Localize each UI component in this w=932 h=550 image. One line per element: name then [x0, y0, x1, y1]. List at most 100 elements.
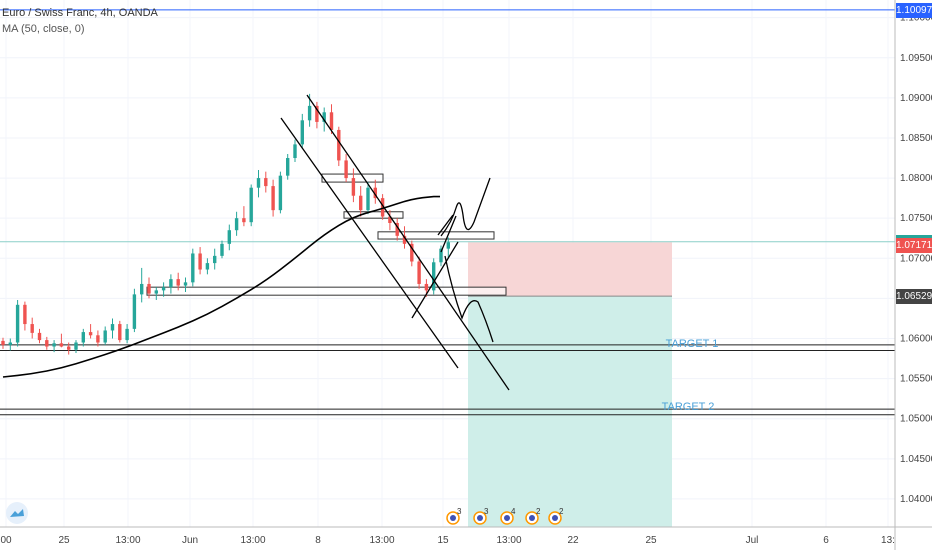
y-tick-label: 1.07000 — [900, 253, 932, 264]
event-flag-icon — [450, 515, 456, 521]
candle-body — [366, 187, 370, 211]
ma-line — [2, 195, 440, 378]
candle-body — [439, 248, 443, 263]
y-tick-label: 1.04500 — [900, 454, 932, 465]
trade-zones — [0, 241, 895, 527]
chart-legend: Euro / Swiss Franc, 4h, OANDA MA (50, cl… — [2, 5, 158, 37]
event-count: 2 — [536, 507, 541, 516]
event-flag-icon — [529, 515, 535, 521]
event-flag-icon — [552, 515, 558, 521]
x-tick-label: 13:00 — [115, 535, 140, 546]
candle-body — [256, 178, 261, 188]
price-tag: 1.10097 — [896, 2, 932, 18]
event-marker[interactable]: 3 — [473, 507, 489, 525]
candle-body — [293, 144, 297, 159]
candle-body — [140, 283, 144, 295]
trend-line — [411, 241, 459, 319]
candle-body — [329, 112, 334, 130]
candle-body — [37, 332, 42, 341]
event-marker[interactable]: 2 — [525, 507, 541, 525]
tradingview-logo-icon[interactable] — [6, 502, 28, 524]
candle-body — [286, 158, 290, 176]
candle-body — [88, 332, 93, 336]
candle-body — [132, 294, 137, 329]
candle-body — [81, 332, 85, 343]
x-tick-label: 6 — [823, 535, 829, 546]
event-flag-icon — [504, 515, 510, 521]
x-tick-label: 25 — [645, 535, 657, 546]
candle-body — [198, 253, 202, 270]
candle-body — [402, 235, 407, 244]
candle-body — [169, 279, 173, 288]
candle-body — [176, 279, 180, 286]
candle-body — [205, 263, 210, 270]
event-count: 3 — [484, 507, 489, 516]
candle-body — [1, 340, 5, 345]
candle-body — [67, 346, 71, 350]
candle-body — [395, 222, 399, 236]
event-marker[interactable]: 2 — [548, 507, 564, 525]
candle-body — [147, 283, 151, 294]
candle-body — [52, 343, 56, 347]
x-tick-label: 22 — [567, 535, 579, 546]
x-axis: 00 25 13:00 Jun 13:00 8 13:00 15 13:00 22 25 Jul 6 13… — [0, 526, 932, 546]
x-tick-label: 15 — [437, 535, 449, 546]
target-label: TARGET 2 — [662, 401, 715, 413]
y-tick-label: 1.09500 — [900, 53, 932, 64]
candle-body — [110, 324, 115, 331]
candle-body — [249, 187, 253, 223]
x-tick-label: 13:00 — [369, 535, 394, 546]
candle-body — [388, 216, 392, 223]
sr-box — [377, 231, 495, 240]
candle-body — [410, 243, 414, 262]
x-tick-label: 8 — [315, 535, 321, 546]
candle-body — [351, 178, 356, 196]
candle-body — [359, 195, 363, 211]
candle-body — [74, 342, 78, 350]
x-tick-label: Jun — [182, 535, 198, 546]
candle-body — [337, 129, 341, 161]
candle-body — [161, 287, 166, 291]
candle-body — [125, 328, 129, 341]
drawn-rectangles — [146, 173, 507, 296]
x-tick-label: Jul — [746, 535, 759, 546]
candle-body — [59, 343, 64, 347]
candle-body — [213, 255, 217, 264]
candle-body — [15, 304, 20, 343]
target-labels: TARGET 1 TARGET 2 — [662, 338, 719, 413]
candle-body — [446, 242, 450, 249]
candle-body — [45, 340, 49, 347]
candle-body — [315, 105, 319, 122]
y-tick-label: 1.09000 — [900, 93, 932, 104]
event-count: 2 — [559, 507, 564, 516]
projection-curve-up — [440, 177, 491, 237]
x-tick-label: 13:00 — [240, 535, 265, 546]
trend-line — [437, 214, 454, 236]
y-tick-label: 1.07500 — [900, 213, 932, 224]
candle-body — [417, 261, 421, 284]
candle-body — [242, 218, 246, 223]
candle-body — [424, 283, 429, 291]
y-tick-label: 1.06000 — [900, 333, 932, 344]
candle-body — [30, 324, 34, 333]
event-marker[interactable]: 4 — [500, 507, 516, 525]
x-tick-label: 25 — [58, 535, 70, 546]
y-tick-label: 1.08000 — [900, 173, 932, 184]
grid-lines — [0, 0, 895, 527]
event-marker[interactable]: 3 — [446, 507, 462, 525]
symbol-title: Euro / Swiss Franc, 4h, OANDA — [2, 7, 158, 19]
y-tick-label: 1.05500 — [900, 374, 932, 385]
event-count: 4 — [511, 507, 516, 516]
trend-line — [306, 94, 510, 391]
price-tag: 1.06529 — [896, 289, 932, 305]
candle-body — [264, 178, 268, 187]
event-flag-icon — [477, 515, 483, 521]
candle-body — [103, 330, 107, 343]
projection-curve-down — [444, 255, 494, 343]
horizontal-levels — [0, 9, 895, 416]
candle-body — [154, 290, 158, 294]
trend-drawings — [280, 94, 510, 391]
event-markers[interactable]: 3 3 4 2 2 — [446, 507, 564, 525]
